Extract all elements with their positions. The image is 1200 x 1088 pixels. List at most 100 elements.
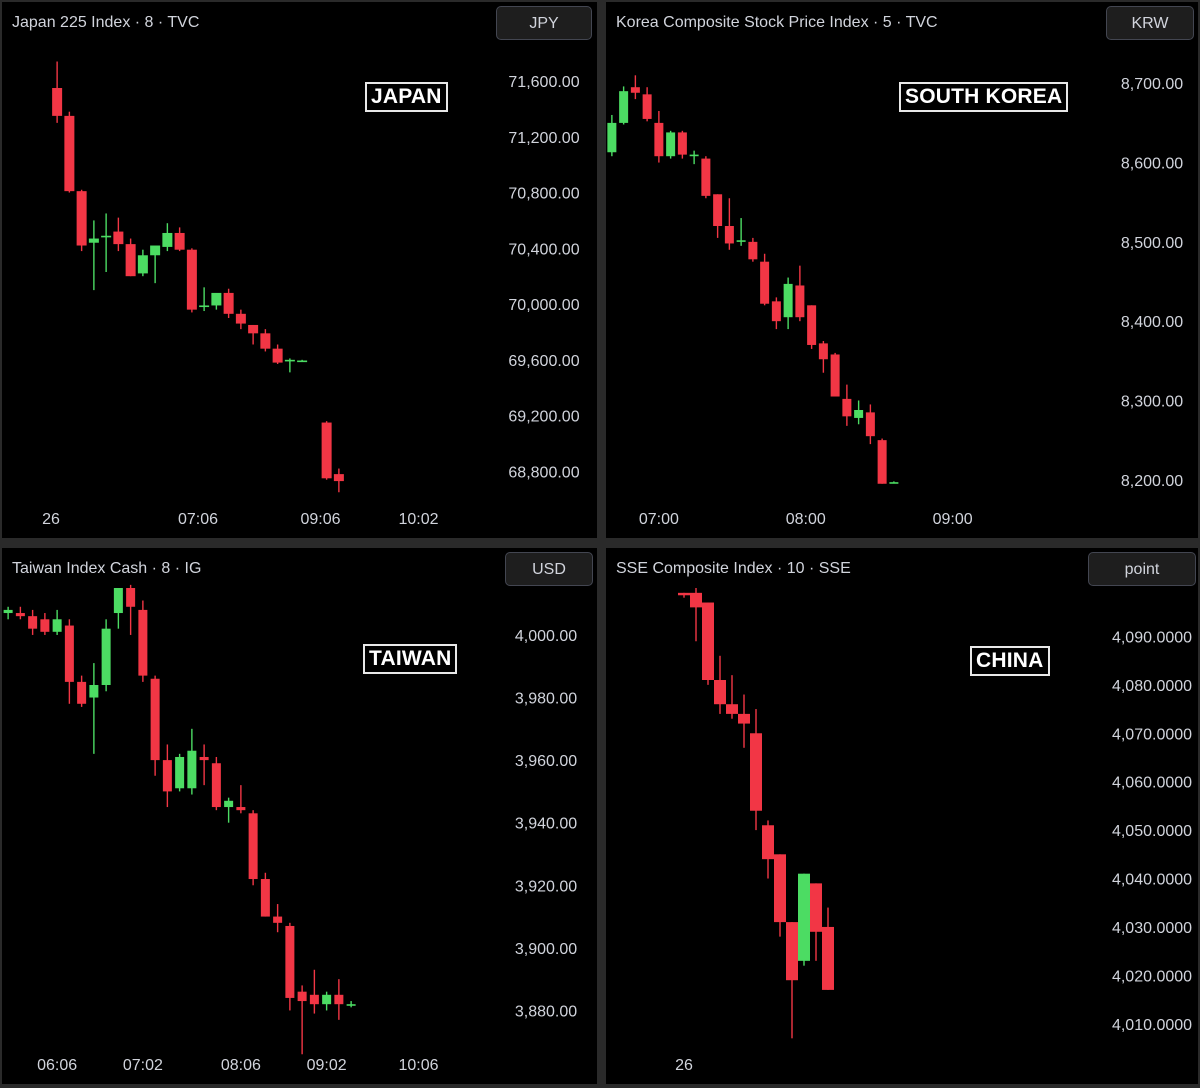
candle [726, 675, 738, 719]
candle [321, 421, 332, 480]
currency-button[interactable]: point [1088, 552, 1196, 586]
candle [28, 609, 38, 635]
candle-body [187, 750, 197, 789]
candle-body [666, 132, 676, 157]
x-tick-label: 08:00 [786, 511, 826, 528]
candle [795, 265, 805, 322]
candle [260, 329, 271, 352]
candle [162, 744, 172, 808]
candle-body [273, 916, 283, 923]
candle [125, 238, 136, 277]
y-tick-label: 69,600.00 [508, 353, 579, 370]
candle-body [223, 292, 234, 314]
candle [322, 991, 332, 1011]
candle-body [125, 244, 136, 277]
candle-body [750, 733, 762, 811]
x-tick-label: 10:02 [398, 511, 438, 528]
candle-body [297, 991, 307, 1002]
candle-body [619, 91, 629, 123]
candle [3, 606, 13, 620]
candle-body [346, 1004, 356, 1006]
x-tick-label: 08:06 [221, 1057, 261, 1074]
y-tick-label: 4,010.0000 [1112, 1017, 1192, 1034]
candle-body [162, 760, 172, 792]
candle [786, 922, 798, 1039]
candle-body [798, 873, 810, 961]
candle-body [748, 241, 758, 260]
candle-body [199, 756, 209, 761]
china-chart-panel[interactable]: 4,010.0000 4,020.0000 4,030.0000 4,040.0000… [606, 548, 1198, 1084]
currency-button[interactable]: USD [505, 552, 593, 586]
candle-body [211, 292, 222, 306]
china-chart[interactable]: 4,010.0000 4,020.0000 4,030.0000 4,040.0000… [606, 548, 1198, 1084]
candle-body [762, 825, 774, 860]
candle-body [690, 592, 702, 608]
candle [762, 820, 774, 879]
candle [89, 663, 99, 754]
candle-body [736, 240, 746, 242]
candle-body [334, 994, 344, 1005]
y-tick-label: 4,070.0000 [1112, 726, 1192, 743]
candle [64, 619, 74, 704]
candle [211, 756, 221, 811]
y-tick-label: 4,030.0000 [1112, 920, 1192, 937]
korea-chart-panel[interactable]: 8,200.00 8,300.00 8,400.00 8,500.00 8,600.00… [606, 2, 1198, 538]
candle-body [713, 194, 723, 226]
candle [64, 111, 75, 193]
korea-chart[interactable]: 8,200.00 8,300.00 8,400.00 8,500.00 8,600.00… [606, 2, 1198, 538]
candle [607, 114, 617, 157]
x-tick-label: 06:06 [37, 1057, 77, 1074]
candle-body [248, 324, 259, 334]
candle [689, 150, 699, 165]
candle-body [284, 359, 295, 362]
candle [211, 292, 222, 310]
candle [810, 883, 822, 961]
x-tick-label: 10:06 [398, 1057, 438, 1074]
chart-title: SSE Composite Index · 10 · SSE [616, 560, 851, 577]
candle [88, 220, 99, 291]
candle [654, 111, 664, 163]
candle [701, 156, 711, 199]
candle [783, 277, 793, 330]
y-tick-label: 8,600.00 [1121, 156, 1183, 173]
currency-button[interactable]: KRW [1106, 6, 1194, 40]
japan-chart[interactable]: 68,800.00 69,200.00 69,600.00 70,000.00 70,4… [2, 2, 597, 538]
candle [738, 694, 750, 748]
taiwan-chart-panel[interactable]: 3,880.00 3,900.00 3,920.00 3,940.00 3,960.00… [2, 548, 597, 1084]
japan-chart-panel[interactable]: 68,800.00 69,200.00 69,600.00 70,000.00 70,4… [2, 2, 597, 538]
candle-body [76, 191, 87, 246]
candle [889, 481, 899, 484]
candle [830, 352, 840, 397]
y-tick-label: 4,060.0000 [1112, 775, 1192, 792]
candle-body [889, 482, 899, 484]
candle [235, 309, 246, 330]
candle-body [830, 354, 840, 397]
candle-body [854, 410, 864, 418]
candle [771, 297, 781, 330]
candle [297, 985, 307, 1055]
candle-body [248, 813, 258, 880]
y-tick-label: 8,200.00 [1121, 473, 1183, 490]
candle [736, 218, 746, 246]
y-tick-label: 70,800.00 [508, 186, 579, 203]
candle-body [865, 412, 875, 437]
candle-body [760, 261, 770, 304]
candle-body [818, 343, 828, 360]
candle [101, 213, 112, 272]
taiwan-chart[interactable]: 3,880.00 3,900.00 3,920.00 3,940.00 3,960.00… [2, 548, 597, 1084]
candle [15, 606, 25, 620]
candle-body [260, 879, 270, 917]
y-tick-label: 71,200.00 [508, 130, 579, 147]
y-tick-label: 4,050.0000 [1112, 823, 1192, 840]
candle-body [28, 616, 38, 629]
y-tick-label: 3,880.00 [515, 1003, 577, 1020]
chart-title: Japan 225 Index · 8 · TVC [12, 14, 200, 31]
candle-body [175, 756, 185, 789]
candle [223, 288, 234, 318]
candle-body [138, 609, 148, 676]
candle [702, 602, 714, 685]
currency-button[interactable]: JPY [496, 6, 592, 40]
chart-title: Korea Composite Stock Price Index · 5 · … [616, 14, 938, 31]
candle-body [786, 922, 798, 981]
country-label: JAPAN [365, 82, 448, 112]
